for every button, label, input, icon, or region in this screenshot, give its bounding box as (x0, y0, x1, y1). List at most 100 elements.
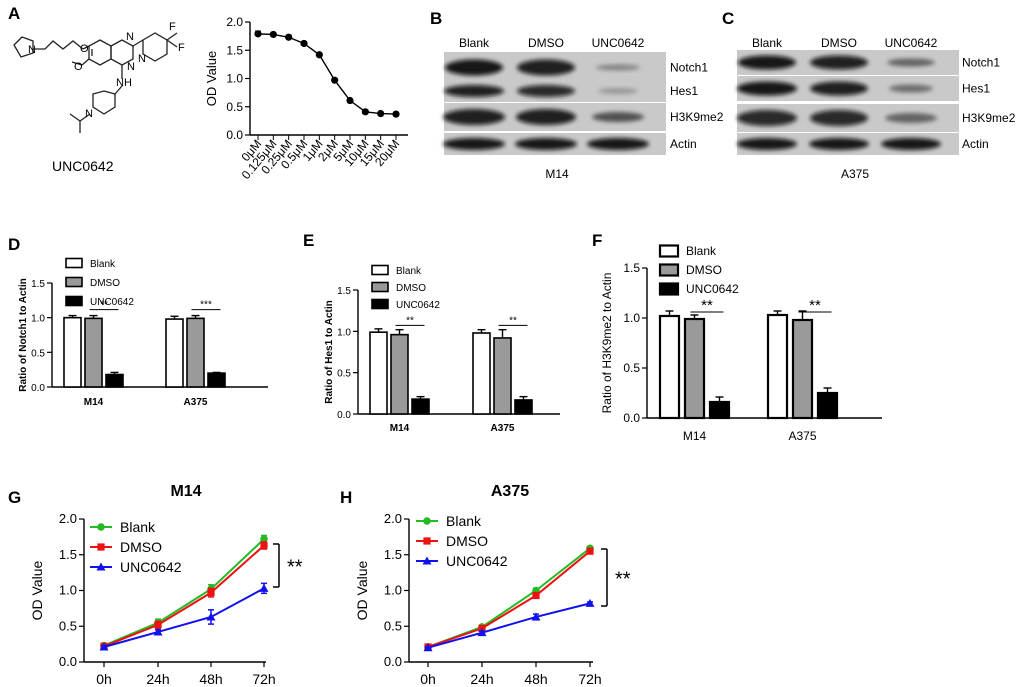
protein-band (444, 85, 504, 97)
x-tick-label: 0h (420, 671, 436, 687)
legend-label: Blank (396, 266, 422, 277)
panel-label-f: F (592, 231, 602, 250)
data-point (531, 612, 541, 621)
y-tick-label: 0.0 (384, 654, 402, 669)
data-point (532, 591, 540, 600)
protein-band (810, 110, 868, 126)
protein-band (598, 88, 638, 94)
legend-label: UNC0642 (396, 300, 440, 311)
data-point (585, 598, 595, 607)
y-tick-label: 1.0 (31, 314, 45, 325)
molecule-atom-labels: F F N N N O O NH N N (28, 21, 185, 120)
data-point (285, 33, 293, 41)
data-point (207, 589, 215, 597)
blot-caption: M14 (545, 167, 569, 181)
protein-band (737, 138, 797, 150)
protein-band (737, 81, 797, 96)
methoxy-methyl (71, 61, 83, 66)
protein-label: Actin (670, 137, 697, 151)
significance-label: ** (100, 300, 108, 311)
x-tick-label: 48h (199, 671, 222, 687)
significance-label: ** (509, 315, 517, 326)
bar (514, 399, 533, 415)
protein-band (881, 138, 941, 150)
x-tick-label: 72h (252, 671, 275, 687)
data-point (315, 51, 323, 59)
y-tick-label: 2.0 (226, 15, 243, 29)
significance-label: ** (809, 297, 821, 314)
panel-label-b: B (430, 9, 442, 28)
lane-label: Blank (752, 36, 783, 50)
y-tick-label: 1.5 (623, 261, 640, 275)
atom-label: N (126, 31, 134, 43)
data-point (206, 612, 216, 621)
significance-label: ** (615, 569, 631, 591)
protein-band (596, 64, 640, 71)
piperidine-ring (92, 90, 116, 115)
series-line (103, 538, 265, 647)
protein-label: Hes1 (670, 84, 698, 98)
y-tick-label: 0.5 (337, 369, 351, 380)
y-axis-title: Ratio of H3K9me2 to Actin (600, 273, 614, 414)
legend-label: DMSO (396, 283, 426, 294)
y-tick-label: 0.5 (31, 348, 45, 359)
bar (472, 332, 491, 415)
data-point (269, 30, 277, 39)
bar (493, 337, 512, 415)
data-point (99, 642, 109, 651)
bar (766, 313, 789, 420)
bar (63, 316, 82, 388)
protein-band (517, 59, 575, 76)
atom-label: N (85, 108, 93, 120)
pyrimidine-ring (110, 39, 134, 66)
atom-label: O (74, 61, 83, 73)
legend-swatch (65, 276, 83, 288)
protein-band (810, 81, 868, 96)
y-tick-label: 0.5 (623, 361, 640, 375)
atom-label: N (127, 61, 135, 73)
series-line (427, 602, 591, 649)
y-tick-label: 0.0 (59, 654, 77, 669)
y-tick-label: 1.0 (226, 72, 243, 86)
protein-band (887, 58, 935, 67)
protein-band (592, 112, 644, 122)
blot-caption: A375 (841, 167, 869, 181)
legend-swatch (658, 263, 680, 277)
atom-label: NH (116, 77, 132, 89)
data-point (331, 76, 339, 84)
legend-swatch (371, 264, 389, 276)
x-tick-label: A375 (788, 429, 816, 443)
protein-label: Notch1 (670, 61, 708, 75)
legend-label: Blank (120, 519, 156, 535)
bar (816, 391, 839, 420)
legend-label: Blank (90, 259, 116, 270)
panel-label-e: E (303, 231, 314, 250)
y-axis-title: Ratio of Hes1 to Actin (324, 300, 335, 404)
legend-label: UNC0642 (686, 282, 739, 296)
significance-label: ** (701, 297, 713, 314)
methoxy-bond (81, 58, 90, 66)
propoxy-chain (33, 40, 84, 50)
data-point (97, 523, 105, 531)
y-tick-label: 0.5 (226, 100, 243, 114)
piperidine-link (132, 39, 144, 47)
protein-band (515, 138, 577, 150)
legend-swatch (371, 281, 389, 293)
protein-band (445, 59, 503, 76)
dose-response-chart: 0.00.51.01.52.0OD Value0μM0.125μM0.25μM0… (204, 15, 408, 182)
legend-label: UNC0642 (120, 559, 182, 575)
panel-label-d: D (8, 235, 20, 254)
y-tick-label: 0.5 (384, 618, 402, 633)
y-tick-label: 0.0 (226, 128, 243, 142)
x-tick-label: 0h (96, 671, 112, 687)
x-tick-label: 24h (146, 671, 169, 687)
a375-growth-chart: 0.0 0.5 1.0 1.5 2.0 OD Value A375 0h 24h 48h 72h Bl… (354, 483, 631, 687)
data-point (586, 547, 594, 555)
y-tick-label: 1.5 (226, 43, 243, 57)
data-point (260, 541, 268, 550)
y-tick-label: 2.0 (384, 511, 402, 526)
data-point (422, 556, 432, 565)
bar (411, 398, 430, 415)
